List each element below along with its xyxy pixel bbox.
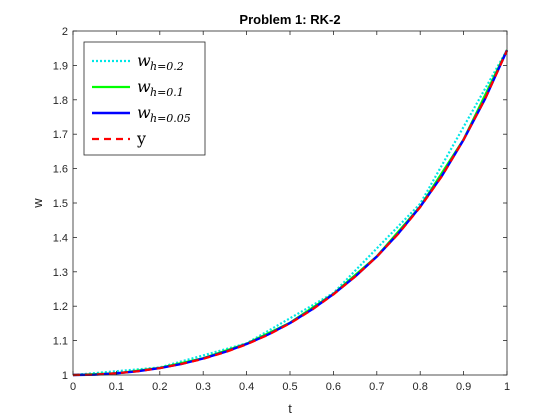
legend-label-subscript: h=0.05 xyxy=(150,112,191,125)
x-tick-label: 0.7 xyxy=(369,381,384,393)
chart-title: Problem 1: RK-2 xyxy=(239,12,340,27)
y-tick-label: 1.7 xyxy=(53,129,68,141)
y-tick-label: 1.4 xyxy=(53,232,68,244)
x-tick-label: 0.4 xyxy=(239,381,254,393)
x-tick-label: 0.5 xyxy=(282,381,297,393)
y-tick-label: 1.8 xyxy=(53,95,68,107)
x-tick-label: 0.2 xyxy=(152,381,167,393)
legend-label: y xyxy=(136,129,146,148)
y-tick-label: 1.5 xyxy=(53,198,68,210)
y-tick-label: 1.2 xyxy=(53,301,68,313)
x-tick-label: 0.8 xyxy=(413,381,428,393)
x-tick-label: 0.1 xyxy=(109,381,124,393)
series-layer xyxy=(72,49,509,377)
y-tick-label: 1.9 xyxy=(53,60,68,72)
y-tick-label: 1 xyxy=(62,370,68,382)
x-tick-label: 0 xyxy=(70,381,76,393)
legend-label: w xyxy=(137,103,151,122)
y-tick-label: 1.1 xyxy=(53,336,68,348)
y-ticks: 1 1.1 1.2 1.3 1.4 1.5 1.6 1.7 1.8 1.9 2 xyxy=(53,26,507,382)
x-tick-label: 1 xyxy=(504,381,510,393)
legend-label: w xyxy=(137,77,151,96)
y-tick-label: 1.3 xyxy=(53,267,68,279)
legend-label-subscript: h=0.2 xyxy=(150,60,184,73)
x-tick-label: 0.6 xyxy=(326,381,341,393)
legend-label-subscript: h=0.1 xyxy=(150,86,184,99)
x-tick-label: 0.3 xyxy=(196,381,211,393)
x-axis-label: t xyxy=(288,401,292,416)
y-tick-label: 1.6 xyxy=(53,164,68,176)
x-ticks: 0 0.1 0.2 0.3 0.4 0.5 0.6 0.7 0.8 0.9 1 xyxy=(70,31,510,393)
legend: w h=0.2w h=0.1w h=0.05y xyxy=(83,41,206,156)
legend-label: w xyxy=(137,51,151,70)
y-axis-label: w xyxy=(30,198,45,209)
y-tick-label: 2 xyxy=(62,26,68,38)
series-line-y xyxy=(72,50,509,377)
x-tick-label: 0.9 xyxy=(456,381,471,393)
